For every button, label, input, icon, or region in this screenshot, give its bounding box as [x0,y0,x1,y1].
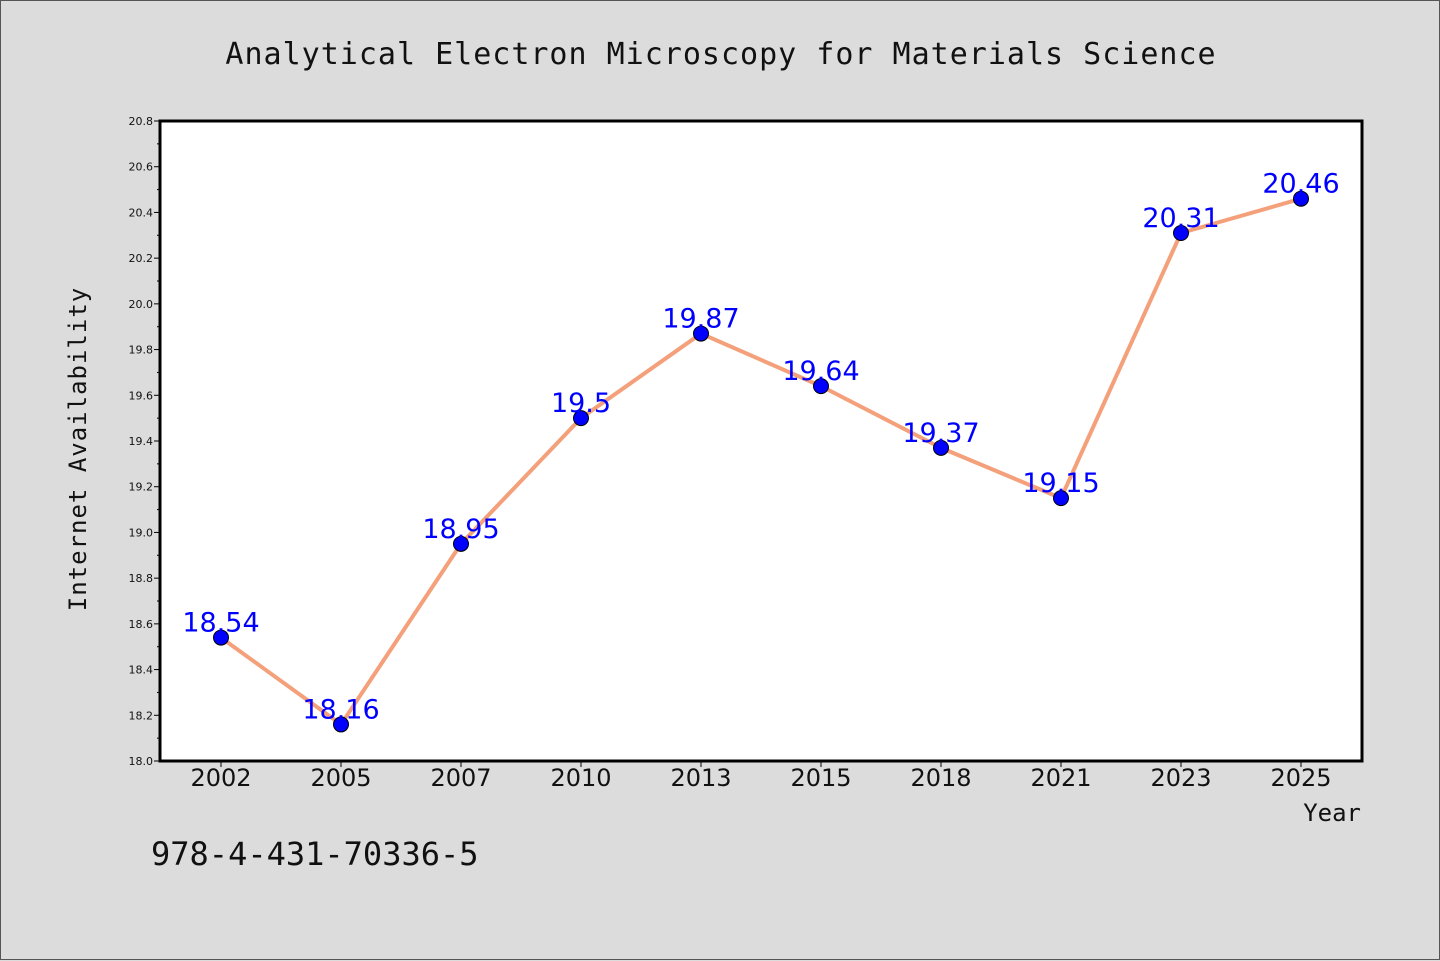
y-tick-label: 19.6 [129,389,154,402]
x-tick-label: 2015 [790,764,851,792]
data-point [453,535,469,552]
data-point [933,439,949,456]
x-tick-label: 2025 [1270,764,1331,792]
chart-title: Analytical Electron Microscopy for Mater… [225,37,1216,72]
data-point [693,325,709,342]
y-tick-label: 19.8 [129,344,154,357]
y-tick-label: 20.2 [129,252,154,265]
y-tick-label: 18.8 [129,572,154,585]
y-tick-label: 20.6 [129,161,154,174]
y-axis: 18.0 18.2 18.4 18.6 18.8 19.0 19.2 19.4 19.6 19.8… [129,115,160,768]
data-label: 20.31 [1142,203,1219,234]
data-point [1293,190,1309,207]
data-point [1053,490,1069,507]
x-axis: 2002 2005 2007 2010 2013 2015 2018 2021 2023 2025 [190,761,1332,792]
x-tick-label: 2005 [310,764,371,792]
data-label: 20.46 [1262,169,1339,200]
y-tick-label: 18.4 [129,664,154,677]
data-labels: 18.54 18.16 18.95 19.5 19.87 19.64 19.37 19.15 2… [182,169,1339,726]
data-point [213,629,229,646]
data-label: 19.37 [902,418,979,449]
x-tick-label: 2010 [550,764,611,792]
data-point [333,716,349,733]
y-tick-label: 20.0 [129,298,154,311]
isbn-text: 978-4-431-70336-5 [151,835,479,873]
x-tick-label: 2002 [190,764,251,792]
y-tick-label: 18.2 [129,709,154,722]
data-label: 19.15 [1022,468,1099,499]
data-point [573,410,589,427]
x-tick-label: 2007 [430,764,491,792]
data-label: 18.54 [182,608,259,639]
y-tick-label: 19.0 [129,526,154,539]
x-tick-label: 2013 [670,764,731,792]
y-axis-label: Internet Availability [64,287,92,611]
x-tick-label: 2018 [910,764,971,792]
series-line [219,196,1302,727]
x-axis-label: Year [1303,799,1361,827]
data-point [1173,225,1189,241]
data-label: 19.87 [662,304,739,335]
y-tick-label: 20.4 [129,206,154,219]
data-label: 19.64 [782,356,859,387]
y-tick-label: 19.4 [129,435,154,448]
data-label: 18.16 [302,694,379,725]
x-tick-label: 2023 [1150,764,1211,792]
y-tick-label: 19.2 [129,481,154,494]
y-tick-label: 20.8 [129,115,154,128]
data-label: 19.5 [551,388,611,419]
plot-area [158,119,1364,763]
x-tick-label: 2021 [1030,764,1091,792]
series-markers [213,190,1309,733]
y-tick-label: 18.0 [129,755,154,768]
y-tick-label: 18.6 [129,618,154,631]
data-label: 18.95 [422,514,499,545]
data-point [813,378,829,395]
